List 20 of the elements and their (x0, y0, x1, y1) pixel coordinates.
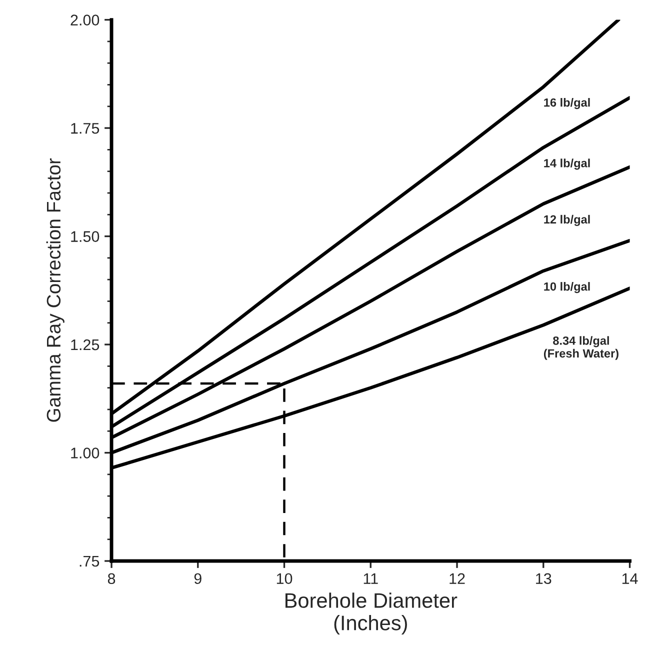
series-label: 16 lb/gal (544, 98, 590, 110)
x-tick-label: 12 (450, 573, 465, 584)
series-label: 12 lb/gal (544, 214, 590, 226)
y-tick-label: 1.75 (71, 123, 100, 134)
x-tick-label: 13 (536, 573, 552, 584)
x-tick-label: 8 (108, 573, 116, 584)
series-label: 10 lb/gal (544, 282, 590, 294)
series-label: 14 lb/gal (544, 158, 590, 170)
y-tick-label: .75 (80, 556, 100, 567)
series-label: 8.34 lb/gal (Fresh Water) (544, 336, 618, 360)
y-tick-label: 1.50 (71, 231, 100, 242)
y-axis-title: Gamma Ray Correction Factor (46, 158, 64, 422)
x-tick-label: 9 (194, 573, 202, 584)
x-axis-title: Borehole Diameter (Inches) (286, 592, 458, 634)
y-tick-label: 2.00 (70, 14, 100, 26)
x-tick-label: 10 (276, 573, 292, 584)
y-tick-label: 1.00 (71, 448, 100, 458)
x-tick-label: 11 (364, 573, 378, 584)
y-tick-label: 1.25 (71, 339, 100, 350)
x-tick-label: 14 (622, 573, 638, 584)
